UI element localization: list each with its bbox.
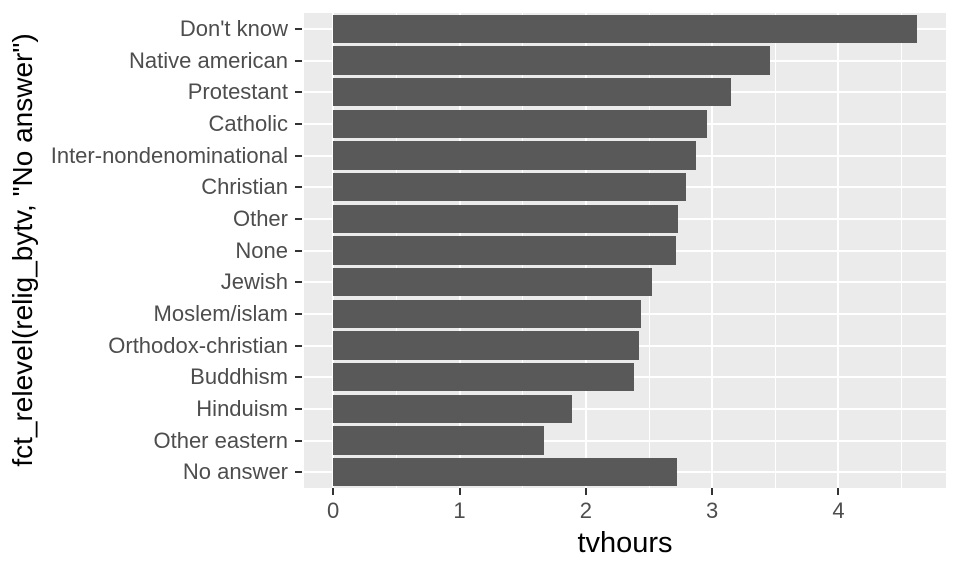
y-tick-label: Other eastern (153, 427, 288, 453)
gridline-vertical-minor (774, 13, 776, 488)
y-tick-label: No answer (182, 459, 288, 485)
x-tick-label: 1 (453, 498, 466, 523)
x-axis-title: tvhours (577, 527, 673, 559)
y-tick-label: Native american (129, 47, 288, 73)
gridline-horizontal (304, 439, 946, 442)
x-tick-mark (711, 488, 714, 495)
y-tick-label: Moslem/islam (153, 300, 288, 326)
y-tick-mark (295, 186, 302, 189)
x-tick-mark (458, 488, 461, 495)
bar (333, 362, 634, 392)
bar (333, 457, 677, 487)
x-tick-label: 4 (832, 498, 845, 523)
y-tick-mark (295, 249, 302, 252)
bar (333, 109, 708, 139)
gridline-vertical-minor (901, 13, 903, 488)
bar (333, 331, 639, 360)
y-tick-label: Inter-nondenominational (50, 142, 288, 168)
y-axis-title: fct_relevel(relig_bytv, "No answer") (7, 33, 38, 467)
bar (333, 46, 771, 75)
x-tick-mark (837, 488, 840, 495)
bar (333, 204, 679, 234)
y-tick-mark (295, 407, 302, 410)
gridline-vertical-major (711, 13, 714, 488)
y-tick-mark (295, 312, 302, 315)
y-tick-label: Other (232, 205, 288, 231)
x-tick-label: 0 (327, 498, 340, 523)
bar (333, 394, 572, 424)
x-tick-label: 3 (706, 498, 719, 523)
y-tick-label: Orthodox-christian (108, 332, 288, 358)
y-tick-mark (295, 439, 302, 442)
y-tick-label: None (235, 237, 288, 263)
bar (333, 236, 676, 265)
y-tick-mark (295, 122, 302, 125)
x-tick-label: 2 (579, 498, 592, 523)
x-tick-mark (584, 488, 587, 495)
y-tick-mark (295, 376, 302, 379)
y-tick-mark (295, 344, 302, 347)
y-tick-label: Hinduism (196, 395, 288, 421)
y-tick-mark (295, 281, 302, 284)
bar (333, 172, 686, 202)
bar (333, 141, 696, 170)
plot-panel (304, 13, 946, 488)
y-tick-label: Christian (201, 174, 288, 200)
y-tick-label: Buddhism (190, 364, 288, 390)
y-tick-label: Protestant (187, 79, 288, 105)
gridline-vertical-major (837, 13, 840, 488)
y-tick-label: Don't know (179, 15, 288, 41)
y-tick-mark (295, 471, 302, 474)
bar (333, 14, 917, 44)
gridline-horizontal (304, 407, 946, 410)
y-tick-label: Catholic (208, 110, 288, 136)
y-tick-mark (295, 27, 302, 30)
y-tick-mark (295, 154, 302, 157)
y-tick-mark (295, 217, 302, 220)
bar (333, 267, 652, 297)
bar (333, 299, 642, 329)
y-tick-mark (295, 91, 302, 94)
y-tick-label: Jewish (220, 269, 288, 295)
bar (333, 77, 732, 107)
x-tick-mark (332, 488, 335, 495)
y-tick-mark (295, 59, 302, 62)
bar (333, 426, 545, 455)
